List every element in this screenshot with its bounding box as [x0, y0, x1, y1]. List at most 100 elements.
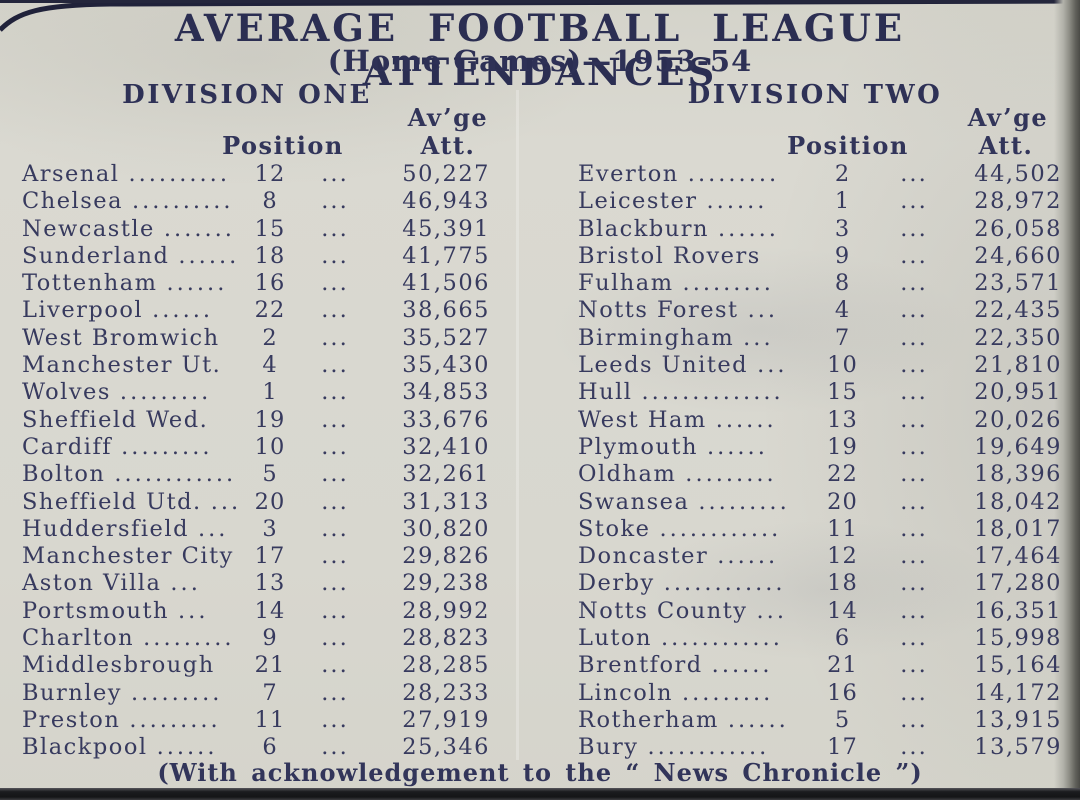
separator-dots: ... — [900, 352, 928, 379]
position-value: 20 — [254, 488, 286, 515]
separator-dots: ... — [321, 706, 349, 733]
dot-leader: ....... — [163, 215, 235, 242]
separator-dots: ... — [900, 488, 928, 515]
team-name-cell: Fulham......... — [578, 270, 810, 297]
table-row: Aston Villa... 13 ... 29,238 — [22, 570, 490, 597]
team-name: Notts Forest — [578, 297, 739, 324]
position-value: 9 — [262, 625, 278, 652]
dot-leader: ......... — [131, 679, 223, 706]
column-gutter-crease — [516, 90, 519, 760]
avge-column-header: Av’ge — [407, 103, 489, 132]
attendance-value: 34,853 — [402, 379, 490, 406]
position-value: 4 — [834, 297, 851, 324]
team-name-cell: Sheffield Wed. — [22, 407, 240, 434]
team-name: Burnley — [22, 679, 122, 706]
attendance-value: 28,972 — [974, 188, 1062, 215]
division-one-table: Av’ge Position Att. Arsenal.......... 12… — [22, 103, 490, 762]
team-name: Liverpool — [22, 297, 144, 324]
division-two-heading: DIVISION TWO — [687, 80, 943, 110]
separator-dots: ... — [321, 352, 349, 379]
attendance-value: 25,346 — [402, 734, 490, 761]
table-row: Doncaster...... 12 ... 17,464 — [578, 543, 1062, 570]
team-name-cell: Blackburn...... — [578, 216, 810, 243]
separator-dots: ... — [321, 297, 349, 324]
table-row: Everton......... 2 ... 44,502 — [578, 161, 1062, 188]
team-name: Leeds United — [578, 352, 749, 379]
position-value: 19 — [254, 406, 286, 433]
dot-leader: ... — [747, 297, 779, 324]
table-row: Brentford...... 21 ... 15,164 — [578, 652, 1062, 679]
separator-dots: ... — [321, 543, 349, 570]
team-name: Newcastle — [22, 215, 155, 242]
team-name-cell: Newcastle....... — [22, 216, 240, 243]
separator-dots: ... — [321, 597, 349, 624]
table-row: Preston......... 11 ... 27,919 — [22, 707, 490, 734]
division-one-rows: Arsenal.......... 12 ... 50,227 Chelsea.… — [22, 161, 490, 762]
position-value: 7 — [262, 679, 278, 706]
team-name: Preston — [22, 706, 121, 733]
team-name-cell: Middlesbrough — [22, 652, 240, 679]
table-row: Huddersfield... 3 ... 30,820 — [22, 516, 490, 543]
separator-dots: ... — [900, 406, 928, 433]
team-name: Tottenham — [22, 270, 158, 297]
team-name: Rotherham — [578, 706, 719, 733]
position-value: 9 — [834, 242, 851, 269]
position-value: 8 — [262, 188, 278, 215]
attendance-value: 26,058 — [974, 215, 1062, 242]
dot-leader: ......... — [119, 379, 212, 406]
attendance-value: 16,351 — [974, 597, 1062, 624]
position-value: 17 — [254, 543, 286, 570]
team-name: Birmingham — [578, 324, 735, 351]
dot-leader: ......... — [682, 270, 774, 297]
team-name-cell: Burnley......... — [22, 680, 240, 707]
separator-dots: ... — [321, 379, 349, 406]
division-two-rows: Everton......... 2 ... 44,502 Leicester.… — [578, 161, 1062, 762]
attendance-value: 41,506 — [402, 270, 490, 297]
table-row: Sheffield Utd.... 20 ... 31,313 — [22, 489, 490, 516]
team-name-cell: Oldham......... — [578, 461, 810, 488]
table-row: Plymouth...... 19 ... 19,649 — [578, 434, 1062, 461]
dot-leader: ...... — [706, 433, 768, 460]
attendance-value: 15,164 — [974, 652, 1062, 679]
team-name-cell: Notts County... — [578, 598, 810, 625]
team-name: Lincoln — [578, 679, 673, 706]
separator-dots: ... — [900, 297, 928, 324]
table-row: Liverpool...... 22 ... 38,665 — [22, 297, 490, 324]
separator-dots: ... — [321, 570, 349, 597]
table-row: Wolves......... 1 ... 34,853 — [22, 379, 490, 406]
separator-dots: ... — [900, 270, 928, 297]
team-name-cell: Luton............ — [578, 625, 810, 652]
position-value: 14 — [254, 597, 286, 624]
team-name-cell: Notts Forest... — [578, 297, 810, 324]
separator-dots: ... — [900, 652, 928, 679]
team-name: Bury — [578, 734, 639, 761]
dot-leader: ... — [197, 515, 229, 542]
separator-dots: ... — [900, 734, 928, 761]
separator-dots: ... — [900, 161, 928, 187]
team-name-cell: Blackpool...... — [22, 734, 240, 761]
table-row: Stoke............ 11 ... 18,017 — [578, 516, 1062, 543]
position-value: 15 — [827, 379, 858, 406]
attendance-value: 17,280 — [974, 570, 1062, 597]
attendance-value: 45,391 — [402, 215, 490, 242]
position-value: 10 — [827, 352, 858, 379]
position-value: 11 — [254, 706, 286, 733]
team-name-cell: Rotherham...... — [578, 707, 810, 734]
attendance-value: 38,665 — [402, 297, 490, 324]
table-row: Luton............ 6 ... 15,998 — [578, 625, 1062, 652]
attendance-value: 32,261 — [402, 461, 490, 488]
attendance-value: 33,676 — [402, 406, 490, 433]
attendance-value: 21,810 — [974, 352, 1062, 379]
dot-leader: ...... — [717, 543, 779, 570]
team-name: Hull — [578, 379, 633, 406]
separator-dots: ... — [900, 543, 928, 570]
position-value: 2 — [834, 161, 851, 187]
team-name: Arsenal — [22, 161, 120, 187]
position-value: 21 — [254, 652, 286, 679]
attendance-value: 19,649 — [974, 433, 1062, 460]
separator-dots: ... — [900, 679, 928, 706]
team-name: Portsmouth — [22, 597, 170, 624]
table-row: Arsenal.......... 12 ... 50,227 — [22, 161, 490, 188]
position-value: 16 — [254, 270, 286, 297]
